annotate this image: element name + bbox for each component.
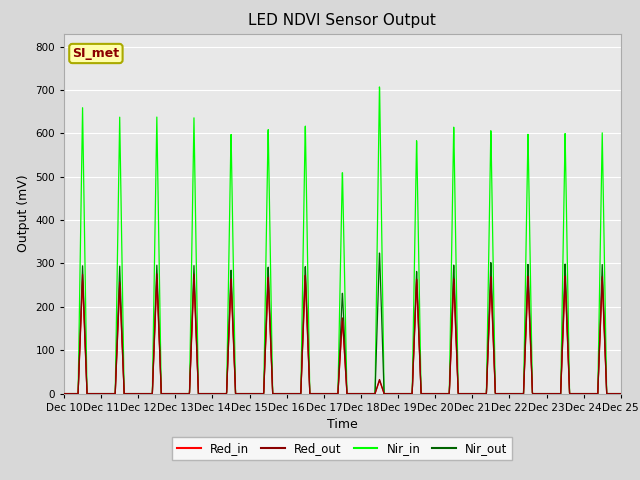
Red_out (274, 391, 282, 396)
Legend: Red_in, Red_out, Nir_in, Nir_out: Red_in, Red_out, Nir_in, Nir_out (172, 437, 513, 460)
Nir_in (298, 340, 305, 346)
Red_out (153, 271, 161, 277)
Nir_in (60, 391, 68, 396)
Nir_in (606, 391, 614, 396)
Red_in (617, 391, 625, 396)
Title: LED NDVI Sensor Output: LED NDVI Sensor Output (248, 13, 436, 28)
Red_in (546, 391, 554, 396)
Red_out (606, 391, 614, 396)
Nir_in (274, 391, 282, 396)
Nir_in (546, 391, 554, 396)
Red_in (157, 377, 164, 383)
Nir_in (617, 391, 625, 396)
Nir_out (606, 391, 614, 396)
Line: Nir_in: Nir_in (64, 87, 621, 394)
Nir_in (124, 391, 131, 396)
Nir_out (157, 370, 164, 376)
Nir_out (546, 391, 554, 396)
Nir_out (376, 250, 383, 256)
Red_out (617, 391, 625, 396)
Red_in (606, 391, 614, 396)
Line: Nir_out: Nir_out (64, 253, 621, 394)
Red_out (546, 391, 554, 396)
Red_out (124, 391, 131, 396)
Nir_in (157, 347, 164, 352)
Red_in (153, 276, 161, 282)
Red_out (157, 376, 164, 382)
Line: Red_in: Red_in (64, 279, 621, 394)
Nir_out (60, 391, 68, 396)
Red_in (298, 365, 306, 371)
Nir_out (298, 367, 305, 372)
Red_out (60, 391, 68, 396)
Nir_out (124, 391, 131, 396)
Y-axis label: Output (mV): Output (mV) (17, 175, 30, 252)
Red_in (60, 391, 68, 396)
Nir_in (376, 84, 383, 90)
X-axis label: Time: Time (327, 418, 358, 431)
Nir_out (274, 391, 282, 396)
Line: Red_out: Red_out (64, 274, 621, 394)
Red_in (124, 391, 131, 396)
Nir_out (617, 391, 625, 396)
Red_out (298, 363, 306, 369)
Red_in (274, 391, 282, 396)
Text: SI_met: SI_met (72, 47, 120, 60)
